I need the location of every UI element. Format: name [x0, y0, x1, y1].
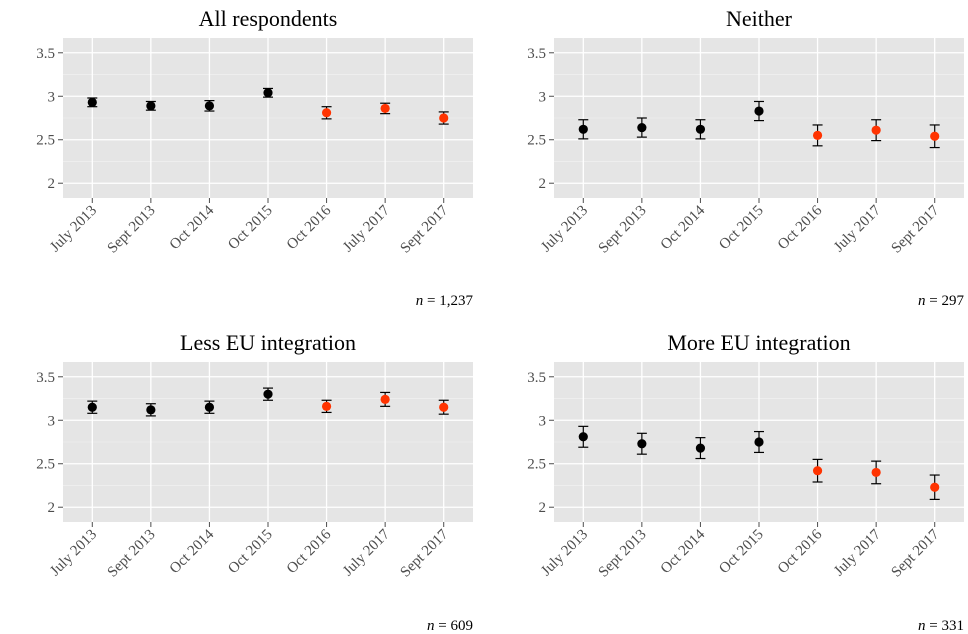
- sample-size-label: n = 609: [427, 618, 473, 634]
- data-point: [321, 401, 332, 411]
- data-point: [871, 125, 881, 135]
- data-point: [754, 437, 764, 447]
- x-tick-label: Oct 2014: [167, 526, 218, 577]
- data-point: [754, 106, 764, 116]
- data-point: [637, 122, 647, 133]
- y-tick-label: 2.5: [527, 457, 546, 473]
- sample-size-label: n = 1,237: [416, 293, 474, 309]
- data-point: [380, 103, 390, 114]
- y-tick-label: 2: [48, 176, 56, 192]
- data-point: [263, 88, 273, 98]
- x-tick-label: July 2013: [538, 527, 591, 580]
- data-point: [930, 482, 940, 492]
- data-point: [380, 394, 390, 404]
- y-tick-label: 2: [48, 500, 56, 516]
- data-point: [812, 130, 823, 140]
- data-point: [439, 402, 449, 412]
- x-tick-label: Oct 2016: [775, 202, 826, 253]
- x-tick-label: Sept 2017: [398, 202, 452, 256]
- x-tick-label: Sept 2017: [889, 526, 943, 580]
- sample-size-label: n = 297: [918, 293, 964, 309]
- x-tick-label: Oct 2014: [658, 202, 709, 253]
- data-point: [812, 466, 823, 476]
- data-point: [695, 124, 706, 134]
- data-point: [204, 101, 215, 111]
- data-point: [204, 402, 215, 412]
- y-tick-label: 3.5: [527, 370, 546, 386]
- data-point: [578, 432, 588, 442]
- y-tick-label: 3: [539, 413, 547, 429]
- data-point: [146, 405, 156, 415]
- x-tick-label: Oct 2016: [775, 526, 826, 577]
- data-point: [578, 124, 588, 134]
- x-tick-label: July 2013: [538, 203, 591, 256]
- panel-title: Less EU integration: [180, 330, 356, 355]
- data-point: [871, 467, 881, 478]
- data-point: [146, 101, 156, 111]
- x-tick-label: Sept 2013: [105, 527, 159, 581]
- sample-size-label: n = 331: [918, 618, 964, 634]
- x-tick-label: Sept 2013: [596, 203, 650, 257]
- y-tick-label: 3.5: [36, 370, 55, 386]
- panel-title: All respondents: [199, 6, 338, 31]
- data-point: [87, 97, 97, 107]
- panel-title: More EU integration: [667, 330, 850, 355]
- x-tick-label: Sept 2017: [889, 202, 943, 256]
- x-tick-label: Oct 2016: [284, 202, 335, 253]
- x-tick-label: July 2013: [47, 527, 100, 580]
- y-tick-label: 2.5: [36, 133, 55, 149]
- x-tick-label: Oct 2014: [167, 202, 218, 253]
- x-tick-label: July 2017: [831, 526, 884, 579]
- x-tick-label: July 2017: [831, 202, 884, 255]
- y-tick-label: 3.5: [36, 46, 55, 62]
- x-tick-label: Oct 2015: [225, 527, 276, 578]
- x-tick-label: Sept 2013: [596, 527, 650, 581]
- data-point: [87, 402, 97, 412]
- data-point: [930, 131, 940, 141]
- data-point: [695, 443, 706, 453]
- x-tick-label: Oct 2015: [716, 527, 767, 578]
- y-tick-label: 2: [539, 176, 547, 192]
- y-tick-label: 3.5: [527, 46, 546, 62]
- x-tick-label: Oct 2014: [658, 526, 709, 577]
- y-tick-label: 3: [539, 89, 547, 105]
- y-tick-label: 2: [539, 500, 547, 516]
- x-tick-label: July 2017: [340, 526, 393, 579]
- x-tick-label: July 2013: [47, 203, 100, 256]
- x-tick-label: Oct 2016: [284, 526, 335, 577]
- y-tick-label: 3: [48, 89, 56, 105]
- x-tick-label: Sept 2017: [398, 526, 452, 580]
- x-tick-label: July 2017: [340, 202, 393, 255]
- x-tick-label: Oct 2015: [716, 203, 767, 254]
- data-point: [263, 389, 273, 399]
- x-tick-label: Oct 2015: [225, 203, 276, 254]
- x-tick-label: Sept 2013: [105, 203, 159, 257]
- panel-title: Neither: [726, 6, 793, 31]
- data-point: [637, 439, 647, 449]
- data-point: [439, 113, 449, 123]
- y-tick-label: 2.5: [36, 457, 55, 473]
- y-tick-label: 3: [48, 413, 56, 429]
- y-tick-label: 2.5: [527, 133, 546, 149]
- data-point: [321, 108, 332, 118]
